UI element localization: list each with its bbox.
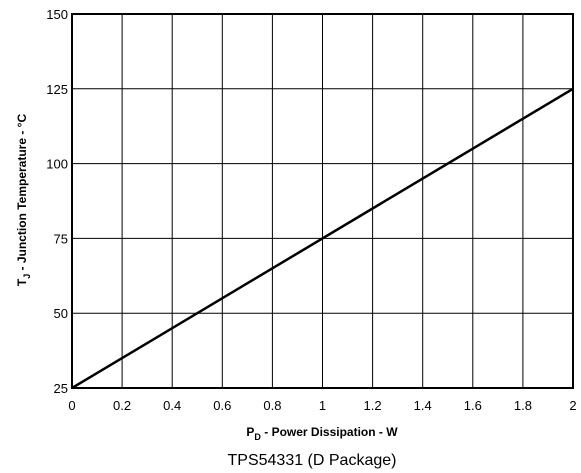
y-axis-label-rest: - Junction Temperature - °C [15,114,29,274]
x-axis-label-main: P [246,425,254,439]
y-tick-label: 75 [54,231,68,246]
y-tick-labels: 25 50 75 100 125 150 [46,7,68,396]
grid [72,14,573,388]
x-axis-label: PD - Power Dissipation - W [246,425,398,442]
x-tick-label: 2 [569,398,576,413]
x-tick-label: 0.8 [263,398,281,413]
plot-frame [71,13,574,389]
y-tick-label: 50 [54,306,68,321]
x-tick-label: 0.6 [213,398,231,413]
y-axis-label-main: T [15,278,29,286]
x-tick-label: 0.2 [113,398,131,413]
y-tick-label: 125 [46,82,68,97]
x-tick-label: 1.6 [464,398,482,413]
x-axis-label-sub: D [254,432,261,442]
x-tick-label: 0 [68,398,75,413]
x-tick-label: 1 [319,398,326,413]
chart-caption: TPS54331 (D Package) [228,452,397,469]
y-tick-label: 25 [54,381,68,396]
series-line-0 [71,87,574,390]
y-axis-label: TJ - Junction Temperature - °C [15,114,32,287]
x-tick-label: 1.4 [414,398,432,413]
x-tick-label: 1.2 [364,398,382,413]
x-axis-label-rest: - Power Dissipation - W [261,425,398,439]
y-axis-label-sub: J [22,274,32,279]
x-tick-label: 1.8 [514,398,532,413]
x-tick-labels: 0 0.2 0.4 0.6 0.8 1 1.2 1.4 1.6 1.8 2 [68,398,576,413]
y-tick-label: 150 [46,7,68,22]
series-layer [71,87,574,390]
y-tick-label: 100 [46,157,68,172]
x-tick-label: 0.4 [163,398,181,413]
